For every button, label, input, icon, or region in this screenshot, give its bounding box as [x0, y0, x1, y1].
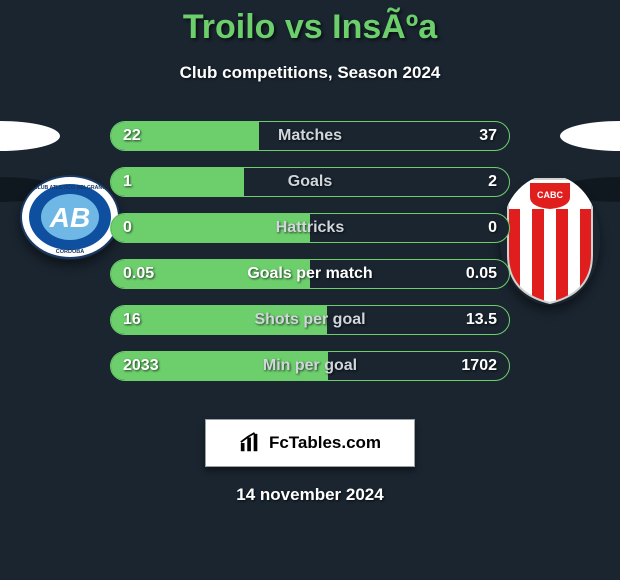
brand-text: FcTables.com	[269, 433, 381, 453]
stat-right-value: 2	[488, 168, 497, 196]
brand-badge[interactable]: FcTables.com	[205, 419, 415, 467]
stat-row: 0.05 Goals per match 0.05	[110, 259, 510, 289]
stat-right-value: 13.5	[466, 306, 497, 334]
stat-label: Shots per goal	[111, 306, 509, 334]
stat-right-value: 37	[479, 122, 497, 150]
svg-text:CLUB ATLETICO BELGRANO: CLUB ATLETICO BELGRANO	[34, 185, 106, 191]
stat-label-text: Goals per match	[247, 265, 372, 283]
svg-text:CABC: CABC	[537, 190, 563, 200]
stat-right-value: 1702	[461, 352, 497, 380]
left-club-crest: CLUB ATLETICO BELGRANO CORDOBA AB	[20, 175, 120, 260]
comparison-arena: CLUB ATLETICO BELGRANO CORDOBA AB CABC	[0, 121, 620, 401]
left-pedestal-top	[0, 121, 60, 151]
page-title: Troilo vs InsÃºa	[0, 0, 620, 47]
right-pedestal-top	[560, 121, 620, 151]
svg-text:AB: AB	[49, 202, 90, 233]
stat-label: Hattricks	[111, 214, 509, 242]
right-club-crest: CABC	[500, 175, 600, 305]
stat-label: Min per goal	[111, 352, 509, 380]
stat-row: 2033 Min per goal 1702	[110, 351, 510, 381]
stat-label: Goals	[111, 168, 509, 196]
stat-right-value: 0	[488, 214, 497, 242]
stat-label: Goals per match	[111, 260, 509, 288]
stat-row: 16 Shots per goal 13.5	[110, 305, 510, 335]
subtitle: Club competitions, Season 2024	[0, 63, 620, 83]
stat-bars: 22 Matches 37 1 Goals 2 0 Hattricks 0 0.…	[110, 121, 510, 397]
stat-row: 1 Goals 2	[110, 167, 510, 197]
svg-text:CORDOBA: CORDOBA	[56, 249, 84, 255]
stat-right-value: 0.05	[466, 260, 497, 288]
stats-icon	[239, 432, 261, 454]
stat-row: 22 Matches 37	[110, 121, 510, 151]
stat-label: Matches	[111, 122, 509, 150]
footer-date: 14 november 2024	[0, 485, 620, 505]
stat-row: 0 Hattricks 0	[110, 213, 510, 243]
